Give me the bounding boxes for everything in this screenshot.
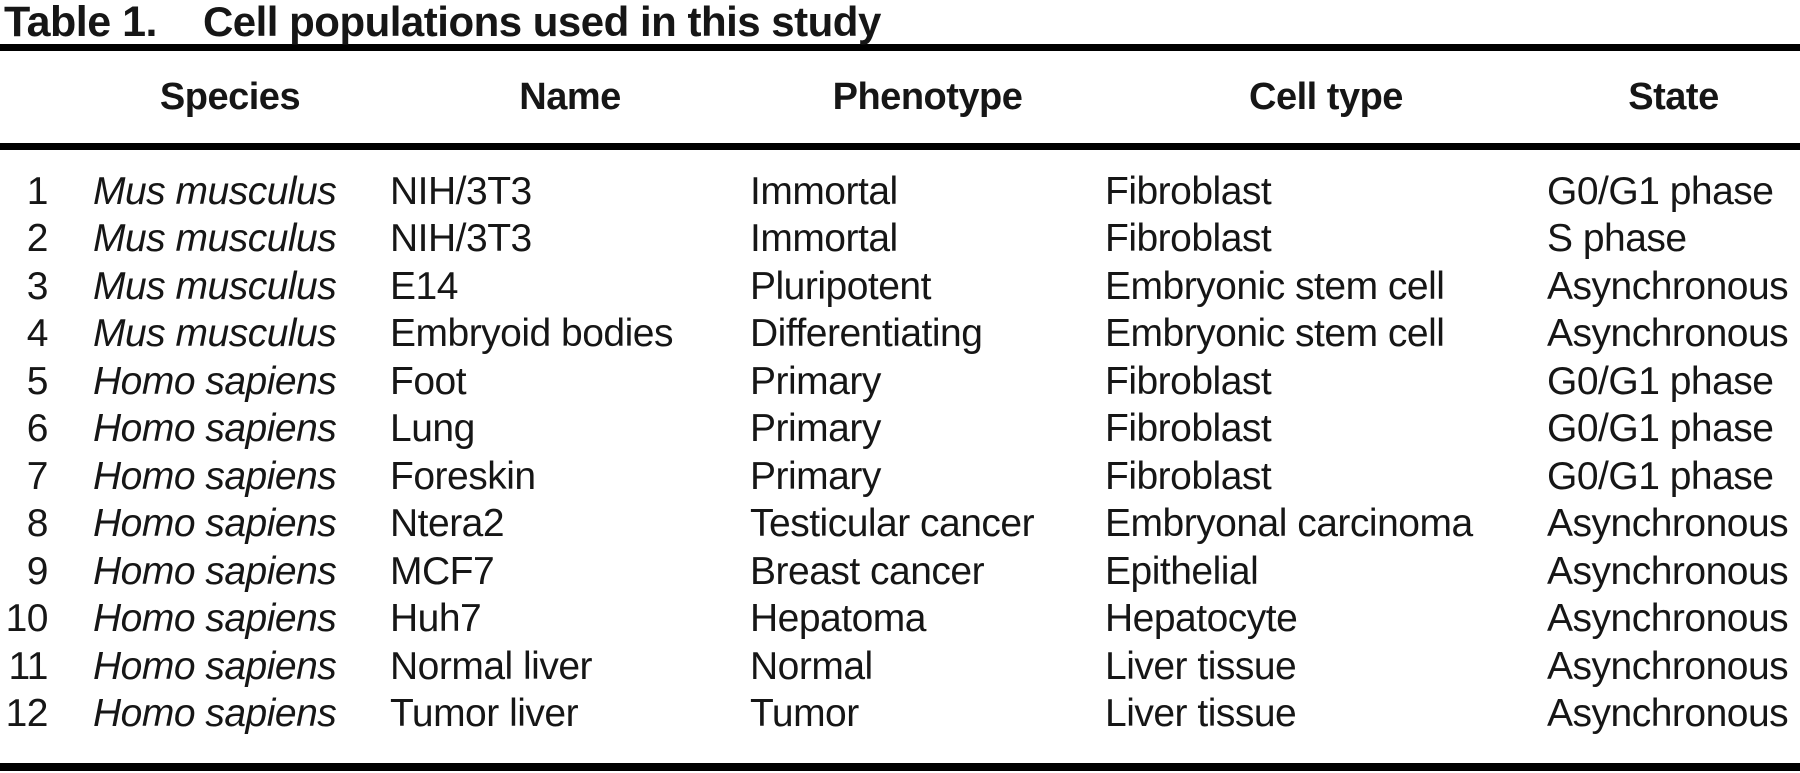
state-cell: G0/G1 phase [1547, 169, 1774, 213]
species-cell: Mus musculus [93, 169, 337, 213]
cell-type-cell: Fibroblast [1105, 407, 1272, 451]
name-cell: Tumor liver [390, 692, 579, 736]
phenotype-cell: Differentiating [750, 312, 983, 356]
row-number-cell: 12 [5, 692, 49, 736]
row-number-cell: 10 [5, 597, 49, 641]
row-number-cell: 1 [26, 169, 49, 213]
table-row: 1 Mus musculus NIH/3T3 Immortal Fibrobla… [0, 168, 1800, 216]
name-cell: Foot [390, 359, 467, 403]
phenotype-cell: Normal [750, 644, 873, 688]
table-title: Table 1. Cell populations used in this st… [0, 0, 1800, 46]
row-number-cell: 5 [26, 359, 49, 403]
header-cell-type: Cell type [1249, 75, 1403, 118]
species-cell: Homo sapiens [93, 407, 337, 451]
species-cell: Homo sapiens [93, 644, 337, 688]
phenotype-cell: Primary [750, 359, 881, 403]
row-number-cell: 7 [26, 454, 49, 498]
name-cell: Huh7 [390, 597, 482, 641]
state-cell: Asynchronous [1547, 264, 1789, 308]
species-cell: Mus musculus [93, 217, 337, 261]
name-cell: NIH/3T3 [390, 169, 532, 213]
table-header-row: Species Name Phenotype Cell type State [0, 51, 1800, 143]
row-number-cell: 9 [26, 549, 49, 593]
row-number-cell: 6 [26, 407, 49, 451]
row-number-cell: 2 [26, 217, 49, 261]
species-cell: Homo sapiens [93, 597, 337, 641]
cell-type-cell: Liver tissue [1105, 644, 1297, 688]
table-row: 8 Homo sapiens Ntera2 Testicular cancer … [0, 501, 1800, 549]
state-cell: Asynchronous [1547, 502, 1789, 546]
phenotype-cell: Pluripotent [750, 264, 931, 308]
cell-type-cell: Epithelial [1105, 549, 1259, 593]
cell-type-cell: Embryonic stem cell [1105, 264, 1445, 308]
state-cell: Asynchronous [1547, 644, 1789, 688]
phenotype-cell: Breast cancer [750, 549, 985, 593]
table-row: 11 Homo sapiens Normal liver Normal Live… [0, 643, 1800, 691]
table-row: 3 Mus musculus E14 Pluripotent Embryonic… [0, 263, 1800, 311]
state-cell: Asynchronous [1547, 692, 1789, 736]
cell-type-cell: Fibroblast [1105, 217, 1272, 261]
table-number-label: Table 1. [4, 0, 157, 46]
name-cell: Embryoid bodies [390, 312, 673, 356]
species-cell: Mus musculus [93, 264, 337, 308]
header-phenotype: Phenotype [832, 75, 1023, 118]
state-cell: Asynchronous [1547, 312, 1789, 356]
phenotype-cell: Primary [750, 407, 881, 451]
table-caption: Cell populations used in this study [202, 0, 881, 45]
row-number-cell: 3 [26, 264, 49, 308]
species-cell: Homo sapiens [93, 502, 337, 546]
table-row: 9 Homo sapiens MCF7 Breast cancer Epithe… [0, 548, 1800, 596]
state-cell: Asynchronous [1547, 549, 1789, 593]
species-cell: Homo sapiens [93, 692, 337, 736]
table-row: 12 Homo sapiens Tumor liver Tumor Liver … [0, 691, 1800, 739]
table-row: 4 Mus musculus Embryoid bodies Different… [0, 311, 1800, 359]
row-number-cell: 8 [26, 502, 49, 546]
name-cell: Foreskin [390, 454, 536, 498]
table-row: 2 Mus musculus NIH/3T3 Immortal Fibrobla… [0, 216, 1800, 264]
state-cell: G0/G1 phase [1547, 407, 1774, 451]
phenotype-cell: Immortal [750, 217, 898, 261]
species-cell: Homo sapiens [93, 549, 337, 593]
name-cell: Normal liver [390, 644, 593, 688]
row-number-cell: 11 [8, 644, 49, 688]
cell-type-cell: Liver tissue [1105, 692, 1297, 736]
name-cell: Lung [390, 407, 475, 451]
table-row: 10 Homo sapiens Huh7 Hepatoma Hepatocyte… [0, 596, 1800, 644]
cell-type-cell: Fibroblast [1105, 359, 1272, 403]
cell-type-cell: Fibroblast [1105, 454, 1272, 498]
header-rule [0, 143, 1800, 150]
species-cell: Homo sapiens [93, 454, 337, 498]
cell-type-cell: Hepatocyte [1105, 597, 1298, 641]
bottom-rule [0, 763, 1800, 771]
phenotype-cell: Immortal [750, 169, 898, 213]
species-cell: Homo sapiens [93, 359, 337, 403]
title-rule [0, 44, 1800, 51]
species-cell: Mus musculus [93, 312, 337, 356]
table-body: 1 Mus musculus NIH/3T3 Immortal Fibrobla… [0, 168, 1800, 738]
state-cell: S phase [1547, 217, 1687, 261]
name-cell: E14 [390, 264, 458, 308]
table-row: 7 Homo sapiens Foreskin Primary Fibrobla… [0, 453, 1800, 501]
table-row: 6 Homo sapiens Lung Primary Fibroblast G… [0, 406, 1800, 454]
phenotype-cell: Tumor [750, 692, 859, 736]
name-cell: MCF7 [390, 549, 495, 593]
state-cell: Asynchronous [1547, 597, 1789, 641]
phenotype-cell: Testicular cancer [750, 502, 1035, 546]
phenotype-cell: Hepatoma [750, 597, 926, 641]
name-cell: NIH/3T3 [390, 217, 532, 261]
table-row: 5 Homo sapiens Foot Primary Fibroblast G… [0, 358, 1800, 406]
header-state: State [1628, 75, 1719, 118]
name-cell: Ntera2 [390, 502, 505, 546]
cell-type-cell: Fibroblast [1105, 169, 1272, 213]
header-species: Species [159, 75, 301, 118]
phenotype-cell: Primary [750, 454, 881, 498]
header-name: Name [519, 75, 621, 118]
cell-type-cell: Embryonal carcinoma [1105, 502, 1473, 546]
row-number-cell: 4 [26, 312, 49, 356]
state-cell: G0/G1 phase [1547, 454, 1774, 498]
cell-type-cell: Embryonic stem cell [1105, 312, 1445, 356]
state-cell: G0/G1 phase [1547, 359, 1774, 403]
